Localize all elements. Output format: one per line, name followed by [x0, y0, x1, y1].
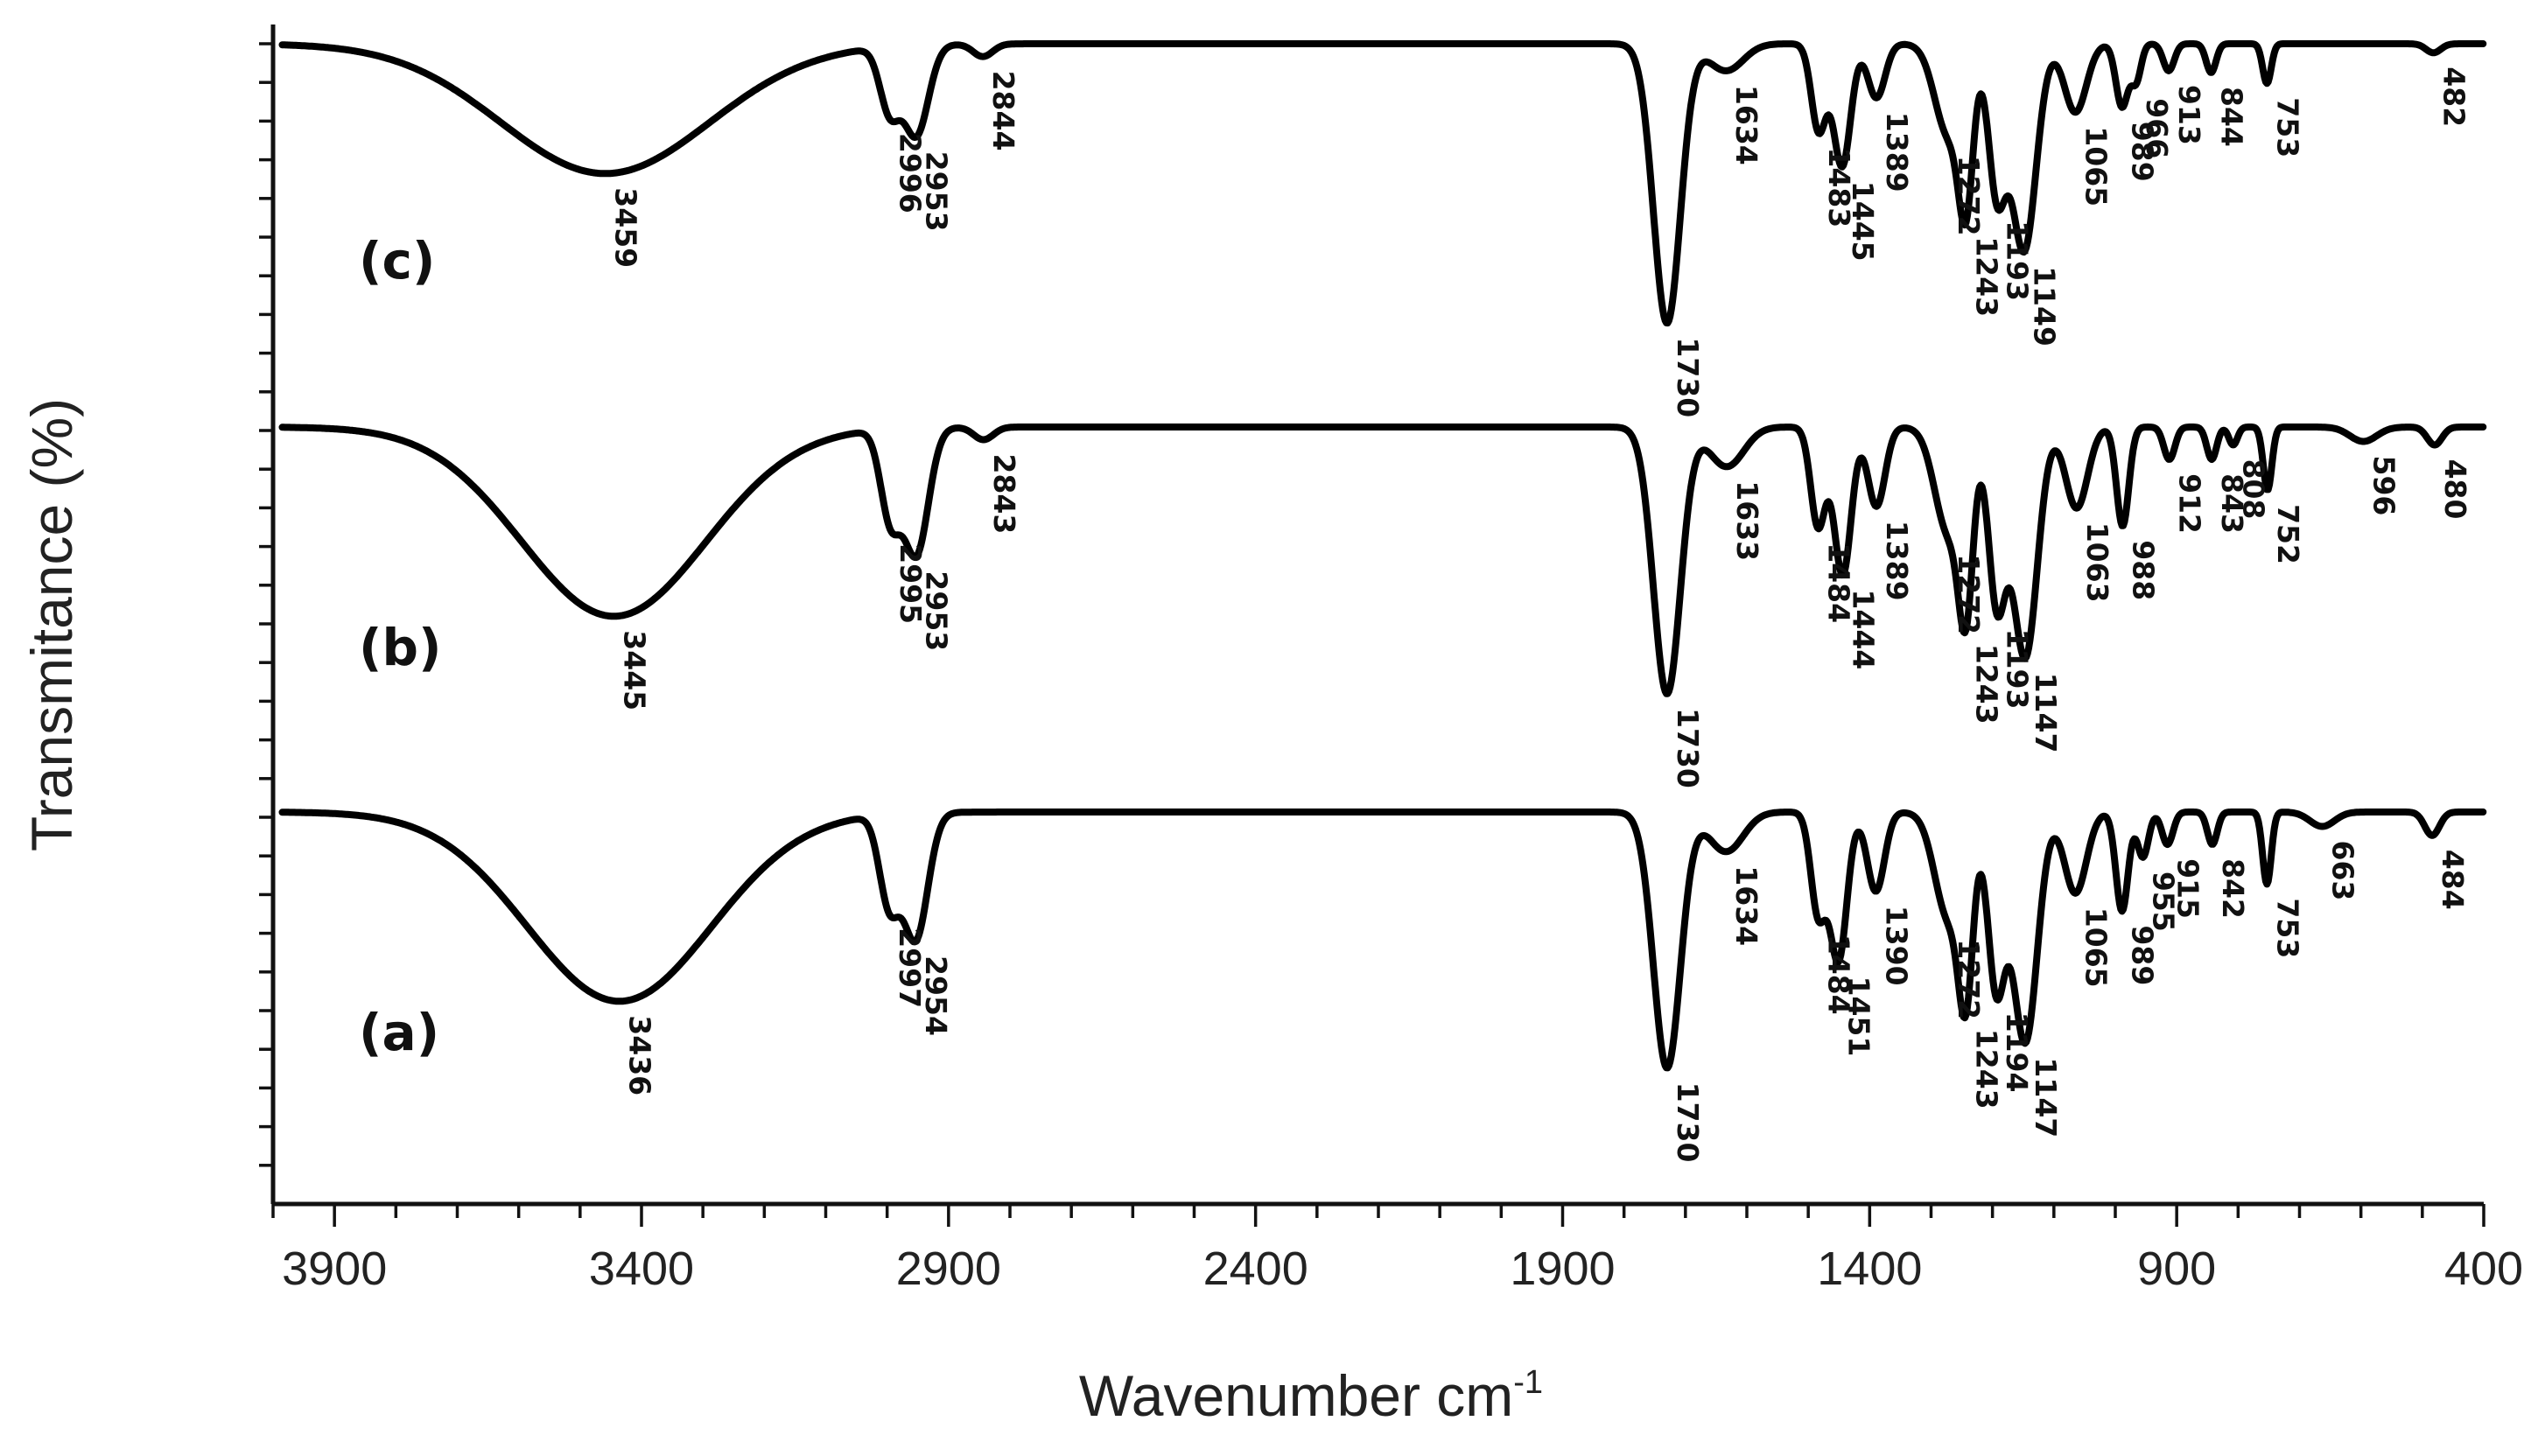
peak-label: 1634 [1729, 865, 1763, 946]
peak-label: 1272 [1952, 939, 1986, 1019]
peak-label: 1243 [1970, 644, 2004, 724]
y-axis-ticks [259, 42, 273, 1167]
peak-label: 2954 [919, 956, 953, 1036]
peak-label: 1065 [2079, 907, 2113, 988]
peak-label: 1445 [1846, 181, 1880, 262]
peak-label: 1147 [2029, 1057, 2063, 1138]
x-tick-label: 1400 [1817, 1242, 1922, 1295]
peak-label: 842 [2216, 858, 2250, 919]
peak-label: 988 [2126, 540, 2160, 600]
peak-label: 1063 [2080, 522, 2114, 603]
peak-label: 1451 [1842, 976, 1876, 1057]
spectrum-line [278, 424, 2487, 697]
peak-label: 843 [2215, 473, 2249, 534]
peak-label: 1633 [1730, 480, 1764, 561]
peak-label: 1194 [2000, 1012, 2034, 1093]
peak-label: 753 [2270, 898, 2304, 958]
peak-labels: 3459299629532844173016341483144513891272… [609, 66, 2472, 1162]
peak-label: 915 [2171, 858, 2205, 919]
peak-label: 753 [2270, 97, 2304, 158]
peak-label: 1147 [2029, 673, 2063, 753]
peak-label: 1272 [1952, 156, 1986, 236]
peak-label: 1065 [2079, 126, 2113, 206]
peak-label: 955 [2147, 872, 2181, 932]
peak-label: 2997 [893, 928, 927, 1008]
peak-label: 3459 [609, 187, 643, 268]
peak-label: 1634 [1729, 85, 1763, 165]
peak-label: 1444 [1847, 589, 1881, 669]
peak-label: 596 [2367, 456, 2401, 516]
peak-label: 1730 [1671, 708, 1705, 788]
series-label: (c) [359, 231, 435, 290]
peak-label: 2953 [920, 151, 954, 232]
x-tick-label: 900 [2137, 1242, 2216, 1295]
series-labels: (c) (b) (a) [359, 231, 442, 1062]
peak-label: 2843 [987, 454, 1021, 535]
peak-label: 1389 [1880, 521, 1914, 601]
peak-label: 989 [2126, 122, 2160, 182]
peak-label: 663 [2326, 841, 2360, 901]
peak-label: 3436 [623, 1015, 657, 1096]
x-tick-labels: 3900 3400 2900 2400 1900 1400 900 400 [282, 1242, 2523, 1295]
peak-label: 1483 [1822, 147, 1856, 228]
y-axis-title: Transmitance (%) [19, 398, 84, 851]
x-axis-ticks [271, 1204, 2485, 1227]
series-label: (b) [359, 618, 442, 677]
peak-label: 2996 [894, 133, 928, 214]
spectrum-line [278, 808, 2487, 1072]
peak-label: 3445 [617, 630, 651, 710]
peak-label: 484 [2436, 850, 2470, 910]
peak-label: 1390 [1879, 906, 1913, 986]
peak-label: 1149 [2028, 266, 2062, 346]
x-tick-label: 2900 [896, 1242, 1001, 1295]
series-label: (a) [359, 1003, 439, 1062]
peak-label: 482 [2437, 66, 2471, 127]
peak-label: 1272 [1952, 554, 1986, 634]
peak-label: 1484 [1821, 542, 1855, 623]
peak-label: 808 [2237, 459, 2271, 520]
peak-label: 2844 [986, 71, 1020, 151]
peak-label: 2953 [920, 570, 954, 651]
peak-label: 752 [2271, 504, 2305, 564]
peak-label: 1243 [1970, 236, 2004, 317]
x-tick-label: 2400 [1203, 1242, 1308, 1295]
peak-label: 1193 [2001, 629, 2035, 710]
peak-label: 1389 [1880, 112, 1914, 192]
peak-label: 1484 [1821, 934, 1855, 1015]
x-axis-title: Wavenumber cm-1 [1079, 1363, 1543, 1428]
spectra [278, 40, 2487, 1072]
x-tick-label: 3400 [589, 1242, 694, 1295]
peak-label: 1193 [2001, 220, 2035, 301]
peak-label: 1730 [1671, 337, 1705, 417]
peak-label: 989 [2126, 925, 2160, 985]
peak-label: 1730 [1671, 1082, 1705, 1163]
peak-label: 480 [2438, 459, 2472, 520]
x-tick-label: 1900 [1510, 1242, 1615, 1295]
peak-label: 1243 [1970, 1029, 2004, 1110]
spectrum-line [278, 40, 2487, 327]
peak-label: 844 [2215, 87, 2249, 147]
x-tick-label: 400 [2444, 1242, 2523, 1295]
peak-label: 2995 [894, 543, 928, 624]
peak-label: 913 [2172, 85, 2206, 145]
x-tick-label: 3900 [282, 1242, 387, 1295]
peak-label: 912 [2173, 473, 2207, 534]
peak-label: 966 [2140, 98, 2174, 158]
